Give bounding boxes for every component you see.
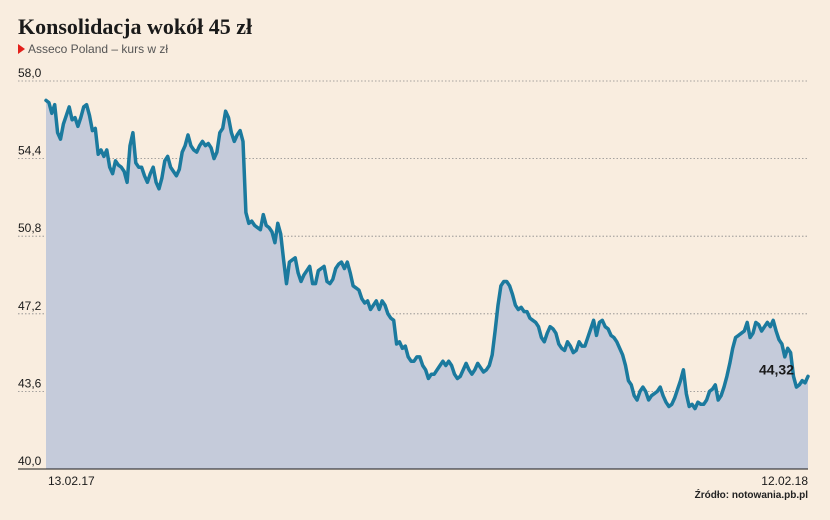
last-value-label: 44,32 — [759, 361, 794, 377]
y-tick-label: 40,0 — [18, 454, 42, 468]
x-tick-end: 12.02.18 — [761, 474, 808, 488]
price-line — [44, 98, 810, 411]
y-tick-label: 50,8 — [18, 221, 42, 235]
y-tick-label: 47,2 — [18, 299, 42, 313]
y-tick-label: 58,0 — [18, 66, 42, 80]
subtitle-row: Asseco Poland – kurs w zł — [18, 42, 168, 56]
y-tick-label: 54,4 — [18, 144, 42, 158]
triangle-marker-icon — [18, 44, 25, 54]
y-tick-labels: 58,0 54,4 50,8 47,2 43,6 40,0 — [18, 66, 42, 468]
y-tick-label: 43,6 — [18, 376, 42, 390]
chart-title: Konsolidacja wokół 45 zł — [18, 14, 253, 39]
x-tick-start: 13.02.17 — [48, 474, 95, 488]
price-area — [46, 100, 808, 470]
source-note: Źródło: notowania.pb.pl — [694, 490, 808, 501]
chart-subtitle: Asseco Poland – kurs w zł — [28, 42, 169, 56]
